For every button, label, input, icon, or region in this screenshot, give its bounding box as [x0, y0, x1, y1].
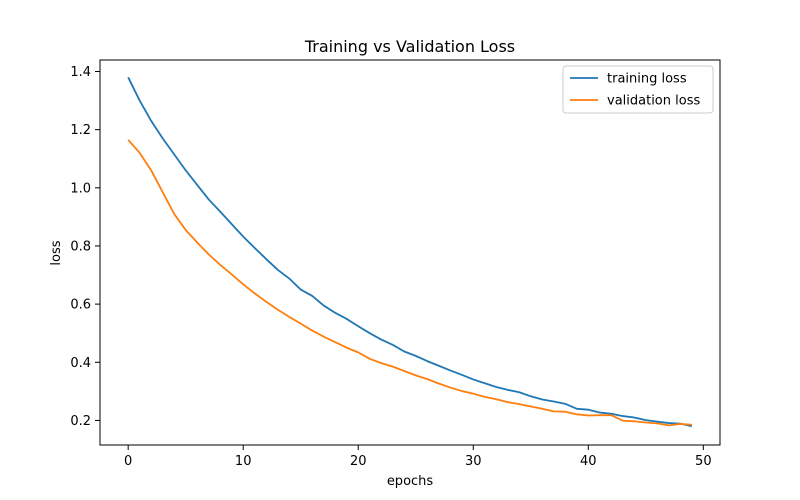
legend-box — [562, 65, 714, 114]
series-line-validation-loss — [127, 139, 692, 427]
y-axis-label: loss — [49, 240, 64, 265]
x-tick-label: 40 — [580, 454, 597, 469]
x-tick-label: 30 — [465, 454, 482, 469]
x-axis-label: epochs — [387, 474, 434, 489]
y-tick-label: 0.8 — [70, 239, 91, 254]
series-line-training-loss — [127, 76, 693, 428]
y-tick-label: 0.2 — [70, 414, 91, 429]
legend-label-training-loss: training loss — [607, 72, 687, 87]
x-tick-label: 10 — [235, 454, 252, 469]
y-axis-ticks: 0.2 0.4 0.6 0.8 1.0 1.2 1.4 — [70, 65, 100, 429]
chart-title: Training vs Validation Loss — [304, 37, 515, 56]
x-tick-label: 50 — [695, 454, 712, 469]
y-tick-label: 0.4 — [70, 356, 91, 371]
x-tick-label: 0 — [124, 454, 132, 469]
x-tick-label: 20 — [350, 454, 367, 469]
y-tick-label: 0.6 — [70, 298, 91, 313]
legend: training loss validation loss — [562, 65, 714, 114]
x-axis-ticks: 0 10 20 30 40 50 — [124, 445, 712, 469]
y-tick-label: 1.0 — [70, 181, 91, 196]
legend-label-validation-loss: validation loss — [607, 94, 700, 109]
axes-frame — [99, 59, 721, 446]
y-tick-label: 1.4 — [70, 65, 91, 80]
plot-area — [127, 76, 693, 428]
y-tick-label: 1.2 — [70, 123, 91, 138]
